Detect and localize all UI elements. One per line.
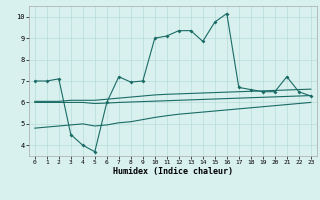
X-axis label: Humidex (Indice chaleur): Humidex (Indice chaleur) <box>113 167 233 176</box>
